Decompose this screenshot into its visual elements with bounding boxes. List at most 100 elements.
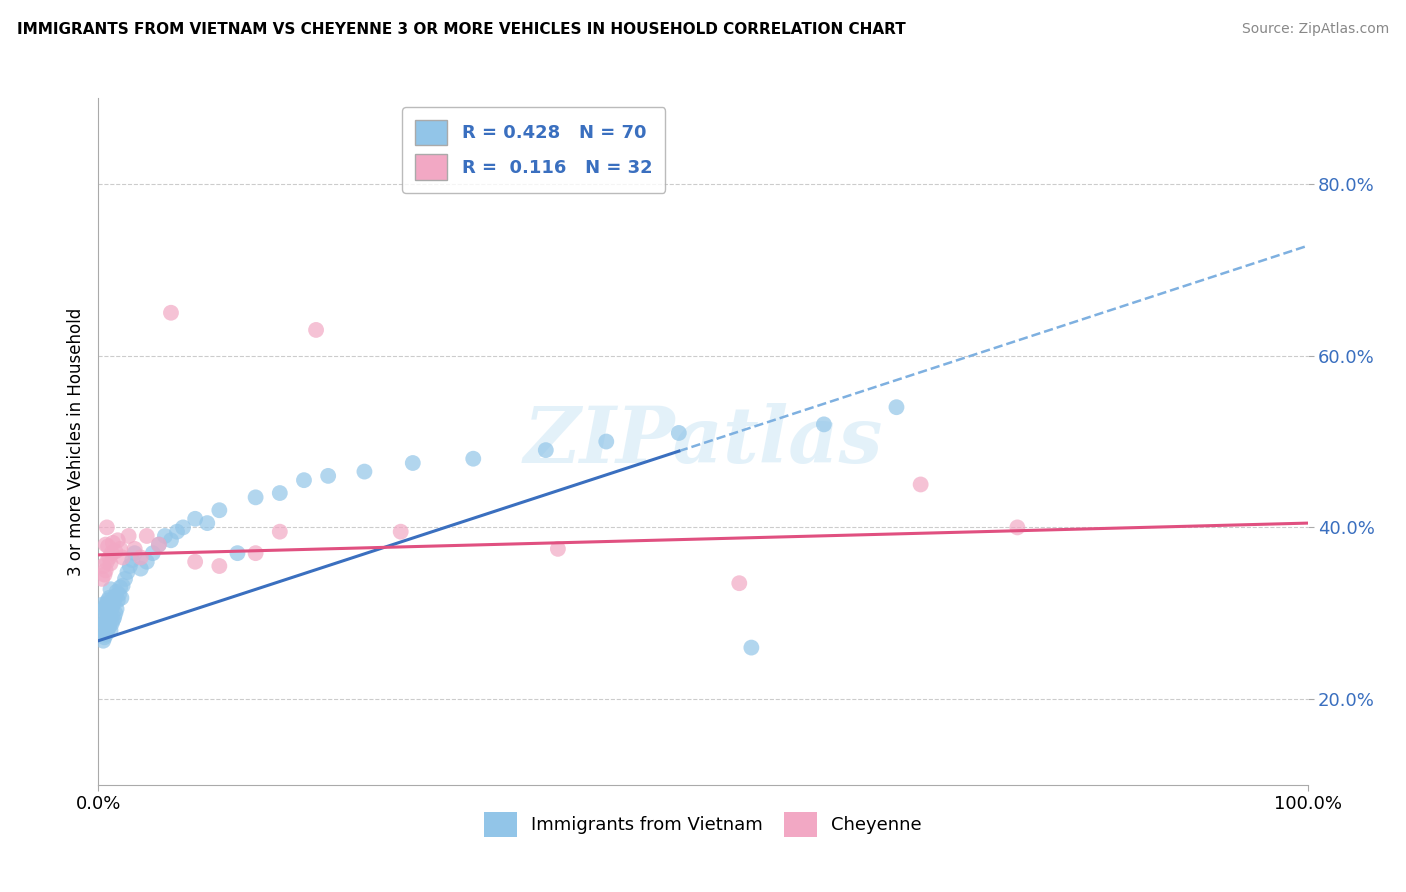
Point [104,544,127,558]
Point [402,456,425,470]
Point [97,539,120,553]
Point [184,555,207,569]
Point [98,591,121,605]
Y-axis label: 3 or more Vehicles in Household: 3 or more Vehicles in Household [66,308,84,575]
Point [305,323,328,337]
Point [534,443,557,458]
Point [148,537,170,551]
Point [108,581,131,595]
Point [96,520,118,534]
Point [245,491,267,505]
Point [91,610,114,624]
Point [269,524,291,539]
Point [208,503,231,517]
Point [91,607,114,621]
Point [195,516,218,530]
Point [148,537,170,551]
Point [91,598,114,612]
Point [107,533,129,548]
Text: Source: ZipAtlas.com: Source: ZipAtlas.com [1241,22,1389,37]
Text: IMMIGRANTS FROM VIETNAM VS CHEYENNE 3 OR MORE VEHICLES IN HOUSEHOLD CORRELATION : IMMIGRANTS FROM VIETNAM VS CHEYENNE 3 OR… [17,22,905,37]
Point [105,602,128,616]
Point [100,582,122,597]
Point [110,591,132,605]
Point [91,633,114,648]
Point [166,524,188,539]
Point [1007,520,1029,534]
Point [94,628,117,642]
Point [547,541,569,556]
Point [97,622,120,636]
Point [98,619,121,633]
Point [114,572,136,586]
Point [101,598,124,612]
Point [91,559,114,574]
Point [94,537,117,551]
Point [96,612,118,626]
Point [94,615,117,629]
Point [121,553,143,567]
Point [353,465,375,479]
Point [910,477,932,491]
Point [96,625,118,640]
Point [100,557,122,571]
Point [153,529,176,543]
Point [184,512,207,526]
Point [813,417,835,432]
Point [142,546,165,560]
Point [98,605,121,619]
Point [135,555,157,569]
Point [100,616,122,631]
Point [93,616,115,631]
Point [103,593,125,607]
Point [226,546,249,560]
Point [118,559,141,574]
Point [108,587,131,601]
Point [98,550,121,565]
Point [100,610,122,624]
Point [105,584,128,599]
Point [292,473,315,487]
Point [107,593,129,607]
Point [94,563,117,577]
Point [93,602,115,616]
Point [129,550,152,565]
Point [104,607,127,621]
Point [245,546,267,560]
Point [111,579,134,593]
Point [124,546,146,560]
Point [172,520,194,534]
Point [103,610,125,624]
Point [100,602,122,616]
Point [463,451,485,466]
Point [94,599,117,614]
Point [100,624,122,638]
Legend: Immigrants from Vietnam, Cheyenne: Immigrants from Vietnam, Cheyenne [477,805,929,845]
Point [101,536,124,550]
Point [117,565,139,579]
Point [728,576,751,591]
Point [104,589,127,603]
Point [108,541,131,556]
Point [93,567,115,582]
Point [96,596,118,610]
Point [740,640,762,655]
Point [129,561,152,575]
Text: ZIPatlas: ZIPatlas [523,403,883,480]
Point [101,613,124,627]
Point [91,619,114,633]
Point [668,425,690,440]
Point [91,572,114,586]
Point [93,630,115,644]
Point [160,306,183,320]
Point [96,555,118,569]
Point [886,400,908,414]
Point [135,529,157,543]
Point [269,486,291,500]
Point [100,596,122,610]
Point [90,624,112,638]
Point [111,550,134,565]
Point [595,434,617,449]
Point [100,546,122,560]
Point [316,469,339,483]
